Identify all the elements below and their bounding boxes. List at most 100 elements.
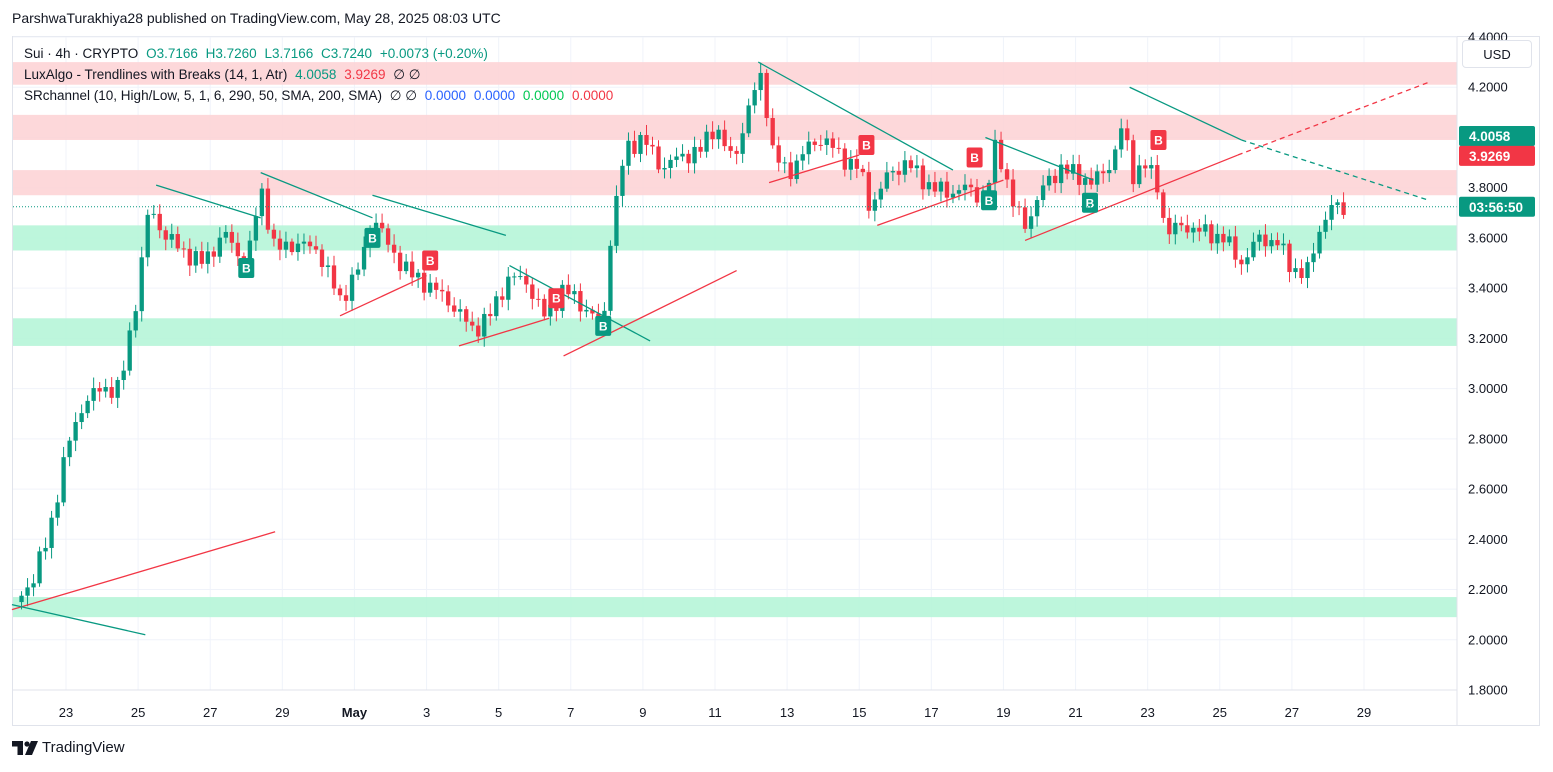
candle-body <box>986 182 992 196</box>
candle-body <box>590 309 595 314</box>
currency-button[interactable]: USD <box>1462 40 1532 68</box>
indicator-name[interactable]: SRchannel (10, High/Low, 5, 1, 6, 290, 5… <box>24 88 382 103</box>
candle-body <box>1167 217 1172 235</box>
candle-body <box>1058 164 1064 184</box>
brand-name: TradingView <box>42 739 125 756</box>
break-marker <box>981 190 998 211</box>
candle-body <box>1083 178 1088 185</box>
symbol-name[interactable]: Sui · 4h · CRYPTO <box>24 46 139 61</box>
trendline <box>339 275 427 317</box>
y-tick-label: 3.6000 <box>1468 230 1508 245</box>
price-axis-label-text: 3.9269 <box>1469 149 1510 164</box>
candle-body <box>427 282 433 293</box>
candle-body <box>620 165 625 196</box>
ohlc-open: O3.7166 <box>146 46 198 61</box>
indicator-value: 0.0000 <box>571 88 614 103</box>
candle-body <box>193 251 198 266</box>
candle-body <box>1185 225 1190 233</box>
trendline <box>11 603 146 636</box>
candle-body <box>830 138 835 148</box>
candle-body <box>379 222 385 229</box>
break-marker <box>858 134 875 155</box>
candle-body <box>758 72 763 91</box>
candle-body <box>43 547 48 552</box>
break-marker-label: B <box>368 231 377 245</box>
candle-body <box>938 181 944 192</box>
break-marker-label: B <box>970 151 979 165</box>
candle-body <box>49 517 54 548</box>
candle-body <box>818 144 823 146</box>
x-tick-label: 15 <box>852 705 866 720</box>
x-tick-label: 19 <box>996 705 1010 720</box>
candle-body <box>355 269 361 275</box>
candle-body <box>566 284 571 295</box>
candle-body <box>974 187 980 203</box>
candle-body <box>55 502 60 518</box>
candle-body <box>896 171 902 175</box>
break-marker <box>238 258 255 279</box>
indicator-legend-trendlines[interactable]: LuxAlgo - Trendlines with Breaks (14, 1,… <box>24 67 425 83</box>
tradingview-logo-icon <box>12 740 38 755</box>
trendline <box>877 179 1004 226</box>
candle-body <box>295 243 301 253</box>
ohlc-high: H3.7260 <box>205 46 257 61</box>
indicator-name[interactable]: LuxAlgo - Trendlines with Breaks (14, 1,… <box>24 67 288 82</box>
candle-body <box>488 313 493 317</box>
candle-body <box>872 199 878 211</box>
trendline <box>768 154 860 184</box>
candle-body <box>277 238 283 250</box>
candle-body <box>61 457 66 503</box>
candle-body <box>1179 222 1184 226</box>
trendline-extension <box>1237 81 1430 156</box>
candle-body <box>878 188 884 200</box>
candle-body <box>1161 192 1166 218</box>
candle-body <box>824 138 829 145</box>
candle-body <box>1155 165 1160 193</box>
indicator-value: 3.9269 <box>344 67 386 82</box>
candle-body <box>361 246 367 270</box>
candle-body <box>800 154 805 161</box>
candle-body <box>169 234 174 240</box>
indicator-legend-srchannel[interactable]: SRchannel (10, High/Low, 5, 1, 6, 290, 5… <box>24 88 617 104</box>
y-tick-label: 3.0000 <box>1468 381 1508 396</box>
candle-body <box>247 240 253 271</box>
break-marker-label: B <box>242 262 251 276</box>
trendline <box>985 136 1094 181</box>
candle-body <box>848 158 853 170</box>
candle-body <box>391 244 397 253</box>
candle-body <box>385 228 391 245</box>
candle-body <box>866 172 872 211</box>
price-axis-label-text: 4.0058 <box>1469 129 1511 144</box>
tradingview-logo[interactable]: TradingView <box>12 739 125 756</box>
candle-body <box>139 257 144 312</box>
candle-body <box>373 222 379 230</box>
candle-body <box>223 231 229 238</box>
trendline <box>757 61 954 171</box>
x-tick-label: May <box>342 705 368 720</box>
candle-body <box>235 242 241 257</box>
candle-body <box>920 165 926 190</box>
candle-body <box>860 168 865 173</box>
symbol-legend[interactable]: Sui · 4h · CRYPTO O3.7166 H3.7260 L3.716… <box>24 46 492 61</box>
candle-body <box>680 153 685 157</box>
candle-body <box>397 252 403 272</box>
candle-body <box>614 195 619 246</box>
candle-body <box>229 231 235 243</box>
break-marker <box>1150 129 1167 150</box>
candle-body <box>121 370 126 381</box>
candle-body <box>1107 170 1112 174</box>
candle-body <box>91 388 96 401</box>
candle-body <box>415 272 421 278</box>
x-tick-label: 29 <box>1357 705 1371 720</box>
x-tick-label: 13 <box>780 705 794 720</box>
ohlc-low: L3.7166 <box>264 46 314 61</box>
candle-body <box>205 251 210 264</box>
candle-body <box>782 162 787 164</box>
trendline <box>155 184 261 219</box>
candle-body <box>1239 259 1244 265</box>
trendline <box>1024 154 1239 242</box>
candle-body <box>794 160 799 180</box>
candle-body <box>506 276 511 300</box>
candle-body <box>674 156 679 160</box>
